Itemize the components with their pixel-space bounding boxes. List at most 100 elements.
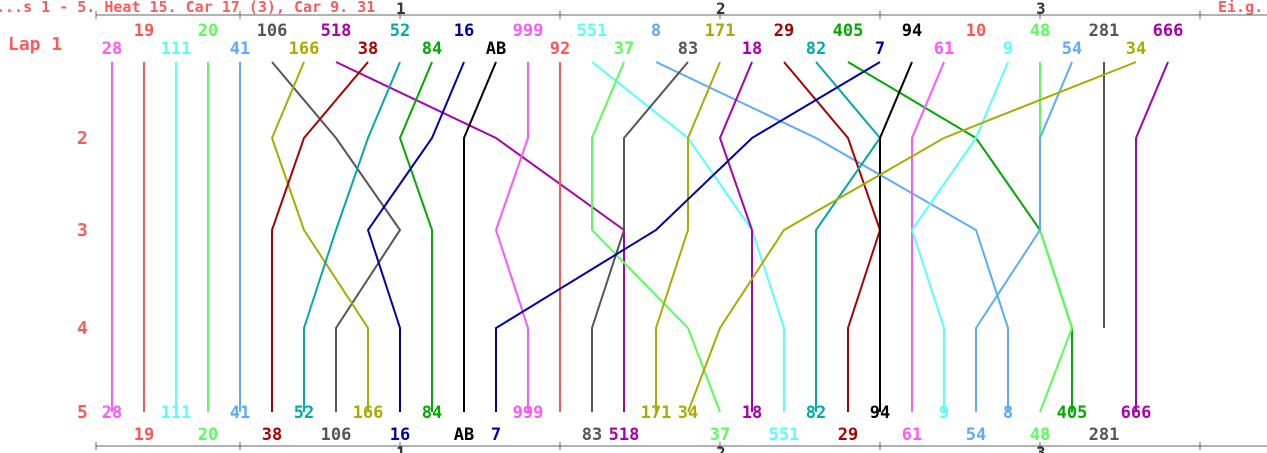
finish-label-48: 48 bbox=[1030, 425, 1050, 445]
finish-label-551: 551 bbox=[769, 425, 800, 445]
series-line-9 bbox=[910, 61, 1009, 412]
section-tick-label: 2 bbox=[716, 443, 726, 453]
start-label-111: 111 bbox=[161, 39, 192, 59]
start-label-999: 999 bbox=[513, 21, 544, 41]
finish-label-82: 82 bbox=[806, 403, 826, 423]
finish-label-54: 54 bbox=[966, 425, 986, 445]
finish-label-999: 999 bbox=[513, 403, 544, 423]
start-label-84: 84 bbox=[422, 39, 442, 59]
series-line-37 bbox=[591, 61, 721, 413]
start-label-19: 19 bbox=[134, 21, 154, 41]
start-label-10: 10 bbox=[966, 21, 986, 41]
finish-label-28: 28 bbox=[102, 403, 122, 423]
finish-label-20: 20 bbox=[198, 425, 218, 445]
series-lines bbox=[111, 61, 1169, 413]
start-label-518: 518 bbox=[321, 21, 352, 41]
start-label-7: 7 bbox=[875, 39, 885, 59]
finish-label-94: 94 bbox=[870, 403, 890, 423]
series-line-82 bbox=[815, 61, 882, 412]
finish-label-8: 8 bbox=[1003, 403, 1013, 423]
series-line-61 bbox=[911, 61, 945, 412]
lap-label: Lap 1 bbox=[8, 34, 62, 55]
lap-label: 3 bbox=[77, 220, 88, 241]
series-line-83 bbox=[591, 61, 689, 412]
finish-label-38: 38 bbox=[262, 425, 282, 445]
start-label-405: 405 bbox=[833, 21, 864, 41]
start-label-38: 38 bbox=[358, 39, 378, 59]
start-label-52: 52 bbox=[390, 21, 410, 41]
finish-label-18: 18 bbox=[742, 403, 762, 423]
start-label-61: 61 bbox=[934, 39, 954, 59]
finish-label-34: 34 bbox=[678, 403, 698, 423]
start-label-106: 106 bbox=[257, 21, 288, 41]
finish-label-83: 83 bbox=[582, 425, 602, 445]
series-line-8 bbox=[655, 61, 1009, 412]
finish-label-16: 16 bbox=[390, 425, 410, 445]
start-label-29: 29 bbox=[774, 21, 794, 41]
start-label-281: 281 bbox=[1089, 21, 1120, 41]
series-line-34 bbox=[687, 61, 1137, 413]
series-line-666 bbox=[1135, 61, 1169, 412]
series-line-94 bbox=[879, 61, 913, 412]
finish-label-41: 41 bbox=[230, 403, 250, 423]
start-label-20: 20 bbox=[198, 21, 218, 41]
start-label-37: 37 bbox=[614, 39, 634, 59]
finish-label-281: 281 bbox=[1089, 425, 1120, 445]
start-label-48: 48 bbox=[1030, 21, 1050, 41]
start-label-171: 171 bbox=[705, 21, 736, 41]
start-label-9: 9 bbox=[1003, 39, 1013, 59]
start-label-AB: AB bbox=[486, 39, 506, 59]
finish-label-518: 518 bbox=[609, 425, 640, 445]
lap-labels: Lap 1 2 3 4 5 bbox=[8, 34, 88, 423]
series-line-405 bbox=[847, 61, 1073, 412]
series-line-52 bbox=[303, 61, 401, 412]
series-line-48 bbox=[1039, 62, 1074, 413]
finish-label-19: 19 bbox=[134, 425, 154, 445]
lap-label: 2 bbox=[77, 128, 88, 149]
series-line-AB bbox=[463, 61, 497, 412]
finish-label-106: 106 bbox=[321, 425, 352, 445]
start-label-166: 166 bbox=[289, 39, 320, 59]
finish-label-7: 7 bbox=[491, 425, 501, 445]
start-label-18: 18 bbox=[742, 39, 762, 59]
series-line-29 bbox=[783, 61, 882, 412]
header-right-text: Ei.g. bbox=[1218, 0, 1263, 16]
start-label-16: 16 bbox=[454, 21, 474, 41]
series-line-84 bbox=[398, 61, 433, 412]
finish-label-29: 29 bbox=[838, 425, 858, 445]
header-text: ...s 1 - 5. Heat 15. Car 17 (3), Car 9. … bbox=[0, 0, 375, 16]
section-tick-label: 2 bbox=[716, 0, 726, 18]
series-line-16 bbox=[366, 61, 465, 412]
section-tick-label: 1 bbox=[396, 443, 406, 453]
start-label-666: 666 bbox=[1153, 21, 1184, 41]
finish-label-9: 9 bbox=[939, 403, 949, 423]
car-labels: 2819111204110616651838528416AB9999255137… bbox=[102, 21, 1184, 445]
start-label-83: 83 bbox=[678, 39, 698, 59]
finish-label-84: 84 bbox=[422, 403, 442, 423]
finish-label-37: 37 bbox=[710, 425, 730, 445]
finish-label-111: 111 bbox=[161, 403, 192, 423]
section-tick-label: 3 bbox=[1036, 443, 1046, 453]
start-label-34: 34 bbox=[1126, 39, 1146, 59]
start-label-8: 8 bbox=[651, 21, 661, 41]
section-tick-label: 1 bbox=[396, 0, 406, 18]
start-label-82: 82 bbox=[806, 39, 826, 59]
start-label-92: 92 bbox=[550, 39, 570, 59]
finish-label-171: 171 bbox=[641, 403, 672, 423]
series-line-166 bbox=[270, 61, 369, 412]
finish-label-666: 666 bbox=[1121, 403, 1152, 423]
series-line-38 bbox=[271, 61, 369, 412]
series-line-106 bbox=[271, 61, 402, 412]
start-label-551: 551 bbox=[577, 21, 608, 41]
start-label-28: 28 bbox=[102, 39, 122, 59]
series-line-18 bbox=[718, 61, 753, 412]
finish-label-52: 52 bbox=[294, 403, 314, 423]
lap-label: 4 bbox=[77, 318, 88, 339]
lap-label: 5 bbox=[77, 402, 88, 423]
series-line-54 bbox=[975, 61, 1073, 412]
start-label-54: 54 bbox=[1062, 39, 1082, 59]
series-line-518 bbox=[335, 61, 625, 412]
start-label-94: 94 bbox=[902, 21, 922, 41]
finish-label-166: 166 bbox=[353, 403, 384, 423]
